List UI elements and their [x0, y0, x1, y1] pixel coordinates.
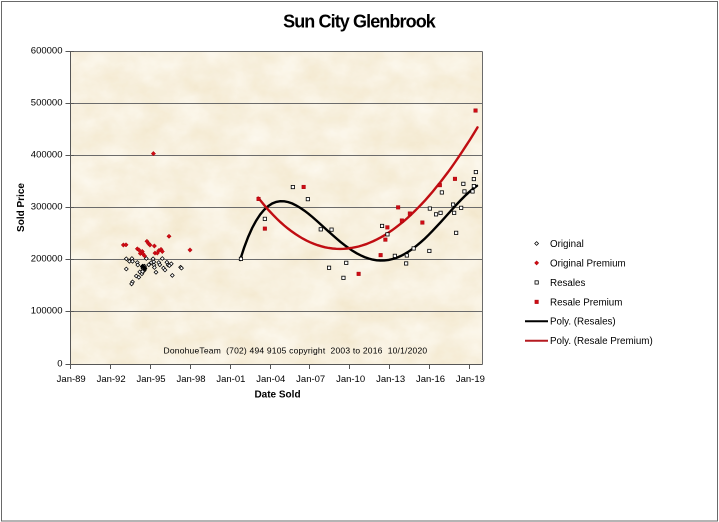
svg-text:Jan-10: Jan-10 — [336, 374, 365, 385]
svg-text:Date Sold: Date Sold — [254, 390, 300, 401]
svg-text:Jan-89: Jan-89 — [57, 374, 86, 385]
svg-text:400000: 400000 — [31, 149, 63, 160]
svg-text:Original: Original — [550, 239, 584, 250]
svg-text:100000: 100000 — [31, 305, 63, 316]
svg-text:Jan-95: Jan-95 — [136, 374, 165, 385]
svg-text:0: 0 — [57, 358, 62, 369]
svg-text:Sold Price: Sold Price — [16, 183, 27, 232]
svg-text:300000: 300000 — [31, 201, 63, 212]
svg-text:Jan-92: Jan-92 — [97, 374, 126, 385]
svg-text:Jan-01: Jan-01 — [216, 374, 245, 385]
svg-text:Jan-16: Jan-16 — [416, 374, 445, 385]
svg-text:Jan-07: Jan-07 — [296, 374, 325, 385]
svg-text:Poly. (Resale Premium): Poly. (Resale Premium) — [550, 336, 653, 347]
svg-text:500000: 500000 — [31, 97, 63, 108]
svg-text:Jan-04: Jan-04 — [256, 374, 285, 385]
svg-text:Resales: Resales — [550, 278, 585, 289]
svg-text:Poly. (Resales): Poly. (Resales) — [550, 317, 616, 328]
svg-text:Jan-98: Jan-98 — [176, 374, 205, 385]
svg-text:Original Premium: Original Premium — [550, 258, 626, 269]
svg-text:Sun City Glenbrook: Sun City Glenbrook — [283, 12, 437, 32]
svg-text:Jan-13: Jan-13 — [376, 374, 405, 385]
svg-text:200000: 200000 — [31, 253, 63, 264]
svg-text:Jan-19: Jan-19 — [456, 374, 485, 385]
svg-text:600000: 600000 — [31, 45, 63, 56]
svg-text:DonohueTeam (702) 494 9105 co: DonohueTeam (702) 494 9105 copyright 200… — [164, 346, 428, 356]
svg-text:Resale Premium: Resale Premium — [550, 297, 622, 308]
